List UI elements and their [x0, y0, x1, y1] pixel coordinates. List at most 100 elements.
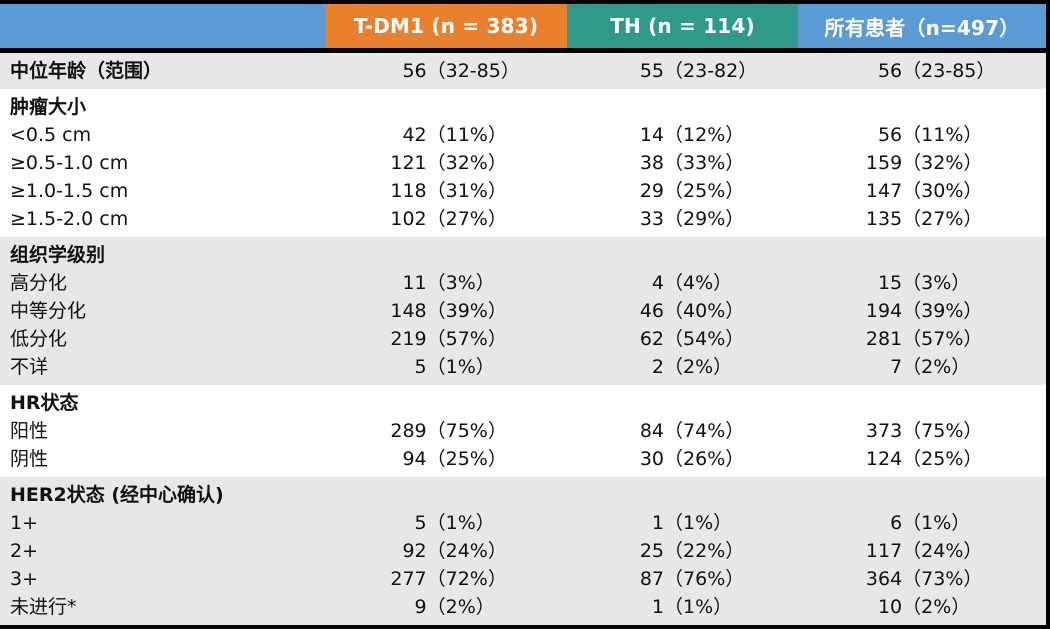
value-cell-tdm1 — [325, 241, 567, 269]
value-cell-all-patients: 56 （23-85） — [798, 57, 1046, 85]
value-count: 135 — [865, 208, 903, 230]
table-row: 未进行* 9 （2%） 1 （1%） 10 （2%） — [0, 593, 1050, 621]
value-cell-tdm1: 121 （32%） — [325, 149, 567, 177]
value-percent: （3%） — [426, 272, 495, 294]
value-cell-th — [567, 389, 798, 417]
value-percent: （1%） — [426, 512, 495, 534]
value-cell-th: 29 （25%） — [567, 177, 798, 205]
row-label: 未进行* — [10, 596, 77, 618]
table-row: ≥1.5-2.0 cm 102 （27%） 33 （29%） 135 （27%） — [0, 205, 1050, 233]
value-percent: （75%） — [426, 420, 507, 442]
value-percent: （1%） — [902, 512, 971, 534]
value-count: 281 — [865, 328, 903, 350]
value-cell-all-patients — [798, 481, 1046, 509]
value-cell-all-patients: 147 （30%） — [798, 177, 1046, 205]
row-label: ≥1.5-2.0 cm — [10, 208, 129, 230]
value-percent: （27%） — [902, 208, 983, 230]
value-percent: （3%） — [902, 272, 971, 294]
value-count: 148 — [390, 300, 427, 322]
value-percent: （23-82） — [664, 60, 758, 82]
row-label: 阳性 — [10, 420, 49, 442]
value-percent: （11%） — [902, 124, 983, 146]
value-percent: （11%） — [426, 124, 507, 146]
value-percent: （74%） — [664, 420, 745, 442]
value-cell-th: 33 （29%） — [567, 205, 798, 233]
table-row: 高分化 11 （3%） 4 （4%） 15 （3%） — [0, 269, 1050, 297]
table-row: 中位年龄（范围） 56 （32-85） 55 （23-82） 56 （23-85） — [0, 57, 1050, 85]
value-count: 30 — [639, 448, 665, 470]
value-cell-tdm1: 11 （3%） — [325, 269, 567, 297]
value-percent: （1%） — [426, 356, 495, 378]
table-row: 中等分化 148 （39%） 46 （40%） 194 （39%） — [0, 297, 1050, 325]
value-percent: （24%） — [426, 540, 507, 562]
value-count: 6 — [890, 512, 903, 534]
value-count: 289 — [390, 420, 427, 442]
value-cell-all-patients: 117 （24%） — [798, 537, 1046, 565]
value-cell-all-patients: 194 （39%） — [798, 297, 1046, 325]
row-label: 3+ — [10, 568, 39, 590]
value-percent: （25%） — [664, 180, 745, 202]
value-percent: （26%） — [664, 448, 745, 470]
value-count: 147 — [865, 180, 903, 202]
value-cell-tdm1 — [325, 481, 567, 509]
value-percent: （12%） — [664, 124, 745, 146]
value-count: 373 — [865, 420, 903, 442]
value-percent: （57%） — [426, 328, 507, 350]
value-count: 56 — [402, 60, 427, 82]
value-cell-tdm1: 5 （1%） — [325, 509, 567, 537]
row-label: 2+ — [10, 540, 39, 562]
value-cell-all-patients: 281 （57%） — [798, 325, 1046, 353]
value-percent: （40%） — [664, 300, 745, 322]
value-cell-th: 25 （22%） — [567, 537, 798, 565]
value-cell-th: 1 （1%） — [567, 593, 798, 621]
value-percent: （4%） — [664, 272, 733, 294]
value-percent: （31%） — [426, 180, 507, 202]
value-count: 29 — [639, 180, 665, 202]
value-count: 118 — [390, 180, 427, 202]
value-percent: （2%） — [664, 356, 733, 378]
value-cell-tdm1: 9 （2%） — [325, 593, 567, 621]
value-cell-tdm1: 5 （1%） — [325, 353, 567, 381]
value-count: 55 — [639, 60, 665, 82]
value-cell-tdm1: 219 （57%） — [325, 325, 567, 353]
table-row: ≥1.0-1.5 cm 118 （31%） 29 （25%） 147 （30%） — [0, 177, 1050, 205]
value-percent: （1%） — [664, 596, 733, 618]
value-count: 62 — [639, 328, 665, 350]
value-cell-all-patients: 56 （11%） — [798, 121, 1046, 149]
value-count: 219 — [390, 328, 427, 350]
value-count: 42 — [402, 124, 427, 146]
value-percent: （24%） — [902, 540, 983, 562]
value-cell-all-patients: 7 （2%） — [798, 353, 1046, 381]
value-cell-tdm1: 148 （39%） — [325, 297, 567, 325]
value-count: 194 — [865, 300, 903, 322]
value-cell-all-patients: 6 （1%） — [798, 509, 1046, 537]
value-count: 94 — [402, 448, 427, 470]
value-percent: （54%） — [664, 328, 745, 350]
table-row: <0.5 cm 42 （11%） 14 （12%） 56 （11%） — [0, 121, 1050, 149]
value-cell-th: 2 （2%） — [567, 353, 798, 381]
table-section: HER2状态 (经中心确认) 1+ 5 （1%） 1 （1%） 6 （1%） 2+ 92 （24%）… — [0, 477, 1050, 625]
value-cell-th: 62 （54%） — [567, 325, 798, 353]
value-cell-all-patients: 364 （73%） — [798, 565, 1046, 593]
value-count: 159 — [865, 152, 903, 174]
value-cell-tdm1: 94 （25%） — [325, 445, 567, 473]
value-cell-tdm1: 289 （75%） — [325, 417, 567, 445]
value-percent: （39%） — [426, 300, 507, 322]
value-count: 10 — [877, 596, 903, 618]
value-count: 277 — [390, 568, 427, 590]
table-section: 肿瘤大小 <0.5 cm 42 （11%） 14 （12%） 56 （11%） ≥0.5-1.0… — [0, 89, 1050, 237]
value-percent: （2%） — [902, 596, 971, 618]
value-count: 1 — [651, 512, 665, 534]
value-cell-all-patients — [798, 241, 1046, 269]
value-count: 4 — [651, 272, 665, 294]
row-label: 中等分化 — [10, 300, 87, 322]
table-row: 肿瘤大小 — [0, 93, 1050, 121]
row-label: 中位年龄（范围） — [10, 60, 163, 82]
value-count: 33 — [639, 208, 665, 230]
row-label: 不详 — [10, 356, 49, 378]
value-count: 121 — [390, 152, 427, 174]
value-count: 25 — [639, 540, 665, 562]
header-cell-tdm1: T-DM1 (n = 383) — [325, 4, 567, 48]
value-percent: （57%） — [902, 328, 983, 350]
value-cell-all-patients — [798, 389, 1046, 417]
